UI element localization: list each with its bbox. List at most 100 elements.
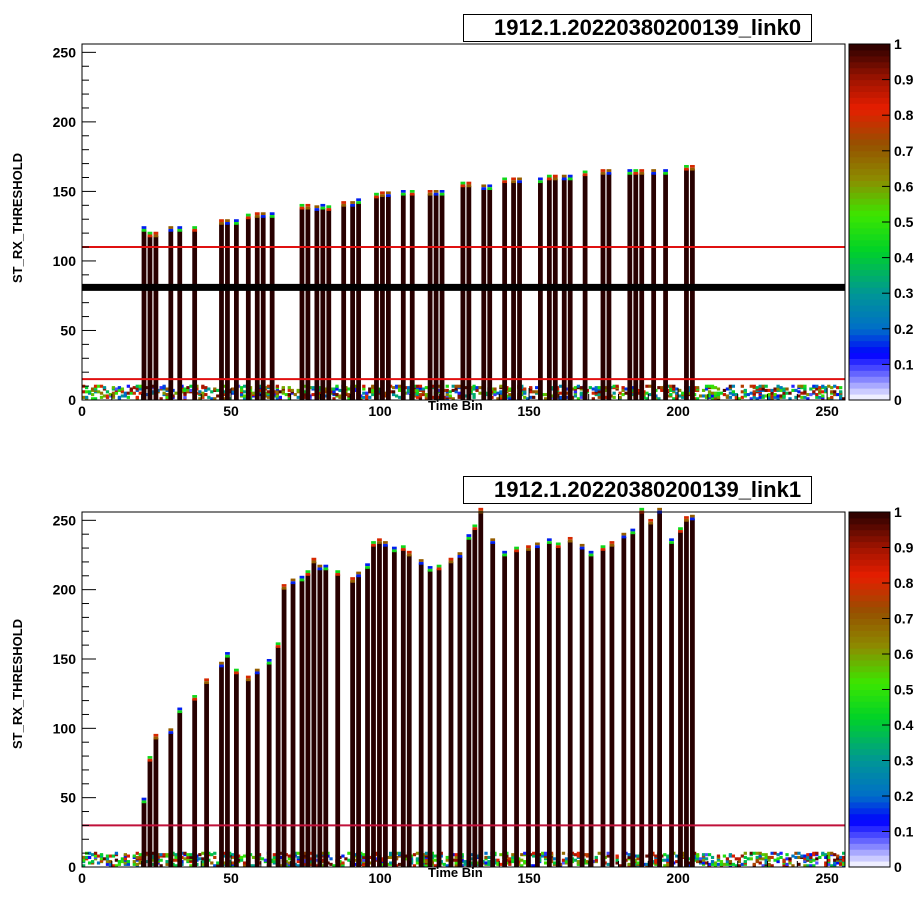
noise-cell: [752, 395, 756, 399]
column-cap: [168, 228, 174, 232]
noise-cell: [478, 386, 482, 390]
noise-cell: [827, 855, 831, 859]
noise-cell: [523, 851, 527, 855]
noise-cell: [135, 862, 139, 866]
data-column-1: [147, 235, 153, 400]
noise-cell: [87, 390, 92, 394]
z-tick-label: 0.5: [894, 682, 914, 698]
noise-cell: [454, 858, 458, 862]
noise-cell: [597, 390, 601, 394]
data-column-6: [204, 682, 209, 867]
color-scale-band: [849, 813, 890, 821]
color-scale-band: [849, 174, 890, 181]
column-cap: [141, 226, 147, 229]
heatmap-chart-link1: 0 50 100 150 200 250 0 50 100 150 200 250 0 0.1 0.2 0.3…: [53, 504, 914, 886]
data-column-24: [365, 567, 370, 867]
z-tick-label: 0.8: [894, 107, 914, 123]
color-scale-band: [849, 180, 890, 187]
noise-cell: [415, 851, 420, 855]
noise-cell: [457, 395, 461, 399]
noise-cell: [773, 393, 777, 397]
noise-cell: [242, 394, 247, 398]
data-column-30: [406, 554, 412, 867]
noise-cell: [776, 857, 780, 861]
color-scale-band: [849, 156, 890, 164]
noise-cell: [722, 388, 727, 392]
column-cap: [427, 192, 433, 196]
z-tick-label: 0.6: [894, 646, 914, 662]
noise-cell: [675, 854, 679, 858]
noise-cell: [189, 853, 193, 857]
noise-cell: [287, 393, 291, 397]
noise-cell: [397, 384, 402, 388]
noise-cell: [576, 851, 581, 855]
column-cap: [433, 192, 439, 196]
noise-cell: [260, 857, 265, 861]
noise-cell: [242, 397, 247, 401]
noise-cell: [770, 855, 774, 859]
noise-cell: [606, 854, 610, 858]
color-scale-band: [849, 73, 890, 81]
noise-cell: [788, 861, 792, 865]
color-scale-band: [849, 654, 890, 661]
data-column-34: [448, 561, 454, 867]
noise-cell: [746, 857, 750, 861]
noise-cell: [710, 391, 715, 395]
y-tick-label: 100: [53, 253, 77, 269]
noise-cell: [767, 388, 771, 392]
noise-cell: [842, 397, 846, 401]
column-cap: [335, 573, 341, 576]
noise-cell: [836, 393, 840, 397]
color-scale-band: [849, 192, 890, 199]
noise-cell: [239, 858, 244, 862]
noise-cell: [761, 857, 765, 861]
column-cap: [400, 190, 406, 193]
noise-cell: [535, 390, 539, 394]
noise-cell: [132, 854, 136, 858]
noise-cell: [707, 862, 712, 866]
noise-cell: [767, 855, 771, 859]
data-column-23: [386, 195, 391, 400]
noise-cell: [338, 388, 342, 392]
column-cap: [582, 170, 588, 174]
noise-cell: [204, 393, 208, 397]
noise-cell: [830, 390, 834, 394]
column-cap: [439, 190, 445, 193]
column-cap: [490, 538, 496, 542]
column-cap: [314, 205, 320, 209]
z-tick-label: 0.8: [894, 575, 914, 591]
color-scale-band: [849, 843, 890, 850]
data-column-24: [400, 194, 406, 400]
color-scale-band: [849, 127, 890, 134]
noise-cell: [338, 394, 342, 398]
noise-cell: [424, 393, 429, 397]
noise-cell: [394, 394, 399, 398]
noise-cell: [231, 861, 235, 865]
noise-cell: [713, 394, 718, 398]
noise-cell: [114, 864, 119, 868]
column-cap: [561, 177, 567, 181]
noise-cell: [105, 854, 110, 858]
noise-cell: [842, 851, 846, 855]
noise-cell: [84, 386, 89, 390]
color-scale-band: [849, 316, 890, 324]
color-scale-band: [849, 659, 890, 667]
column-cap: [290, 578, 296, 582]
noise-cell: [737, 860, 741, 864]
noise-cell: [174, 858, 178, 862]
plot-frame: [81, 43, 846, 401]
column-cap: [219, 664, 224, 668]
noise-cell: [198, 397, 202, 401]
data-column-10: [245, 679, 251, 867]
noise-cell: [272, 860, 277, 864]
noise-cell: [529, 386, 533, 390]
column-cap: [600, 545, 606, 549]
color-scale-band: [849, 541, 890, 548]
noise-cell: [561, 861, 566, 865]
color-scale-band: [849, 730, 890, 738]
noise-cell: [412, 853, 417, 857]
noise-cell: [251, 864, 256, 868]
noise-cell: [424, 864, 429, 868]
column-cap: [511, 177, 516, 181]
color-scale-band: [849, 150, 890, 158]
